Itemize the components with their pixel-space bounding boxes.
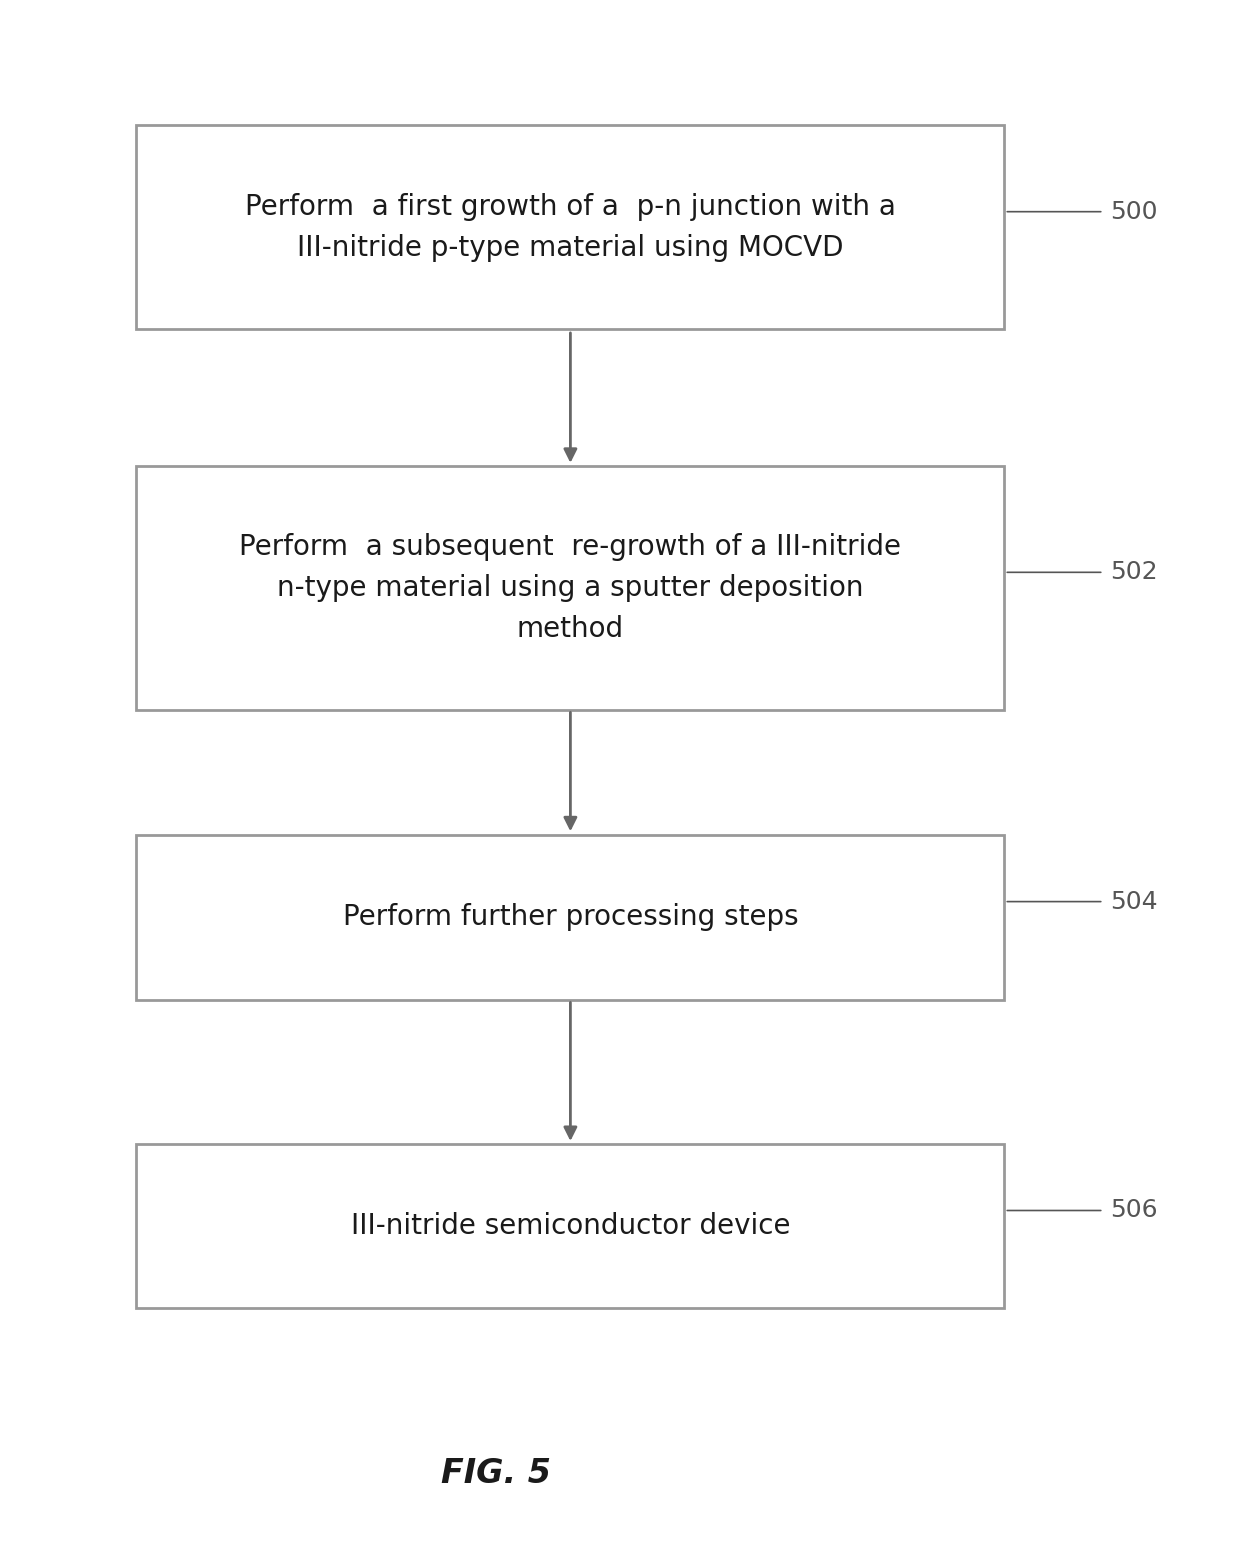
Text: Perform further processing steps: Perform further processing steps [342, 903, 799, 931]
FancyBboxPatch shape [136, 467, 1004, 709]
Text: 504: 504 [1110, 889, 1157, 914]
FancyBboxPatch shape [136, 1145, 1004, 1308]
Text: 502: 502 [1110, 560, 1157, 585]
Text: III-nitride semiconductor device: III-nitride semiconductor device [351, 1212, 790, 1240]
Text: FIG. 5: FIG. 5 [441, 1457, 551, 1491]
Text: 500: 500 [1110, 199, 1157, 224]
Text: Perform  a first growth of a  p-n junction with a
III-nitride p-type material us: Perform a first growth of a p-n junction… [246, 193, 895, 262]
Text: 506: 506 [1110, 1198, 1157, 1223]
FancyBboxPatch shape [136, 125, 1004, 329]
Text: Perform  a subsequent  re-growth of a III-nitride
n-type material using a sputte: Perform a subsequent re-growth of a III-… [239, 533, 901, 643]
FancyBboxPatch shape [136, 836, 1004, 1000]
